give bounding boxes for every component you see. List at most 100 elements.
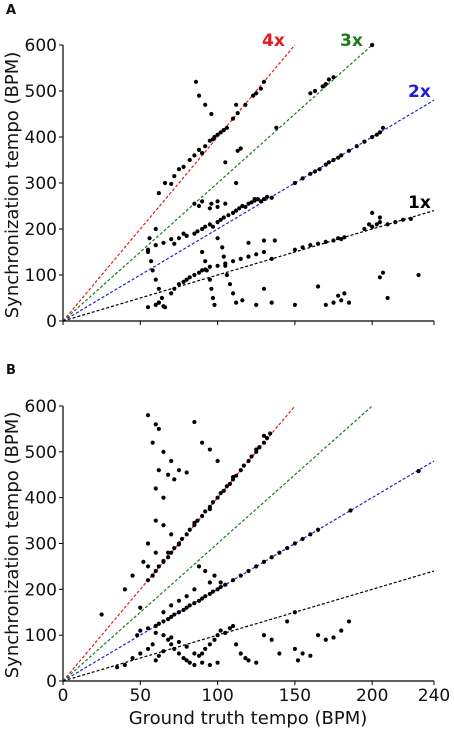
panel-a-data-point <box>227 282 233 287</box>
panel-a-data-point <box>176 236 182 241</box>
panel-b-data-point <box>138 628 143 633</box>
panel-b-data-point <box>169 458 174 464</box>
panel-b-data-point <box>145 646 151 652</box>
panel-a-data-point <box>331 75 336 80</box>
panel-b-data-point <box>218 584 223 590</box>
panel-b-data-point <box>153 518 158 523</box>
panel-a-data-point <box>169 181 174 187</box>
panel-b-data-point <box>172 545 177 551</box>
panel-b-data-point <box>156 653 161 658</box>
panel-b-y-tick-label: 600 <box>25 397 57 417</box>
panel-a-data-point <box>254 91 259 96</box>
panel-b-data-point <box>192 662 197 668</box>
panel-b-data-point <box>161 619 166 624</box>
panel-b-data-point <box>181 607 186 613</box>
panel-b-data-point <box>176 468 182 473</box>
panel-a-data-point <box>331 300 336 305</box>
panel-a-data-point <box>251 93 256 98</box>
panel-a-data-point <box>215 199 220 204</box>
panel-b-data-point <box>230 623 236 629</box>
panel-a-data-point <box>243 102 248 107</box>
panel-a-data-point <box>207 206 212 211</box>
panel-b-data-point <box>215 495 220 500</box>
panel-a-data-point <box>221 128 226 133</box>
panel-a-data-point <box>416 272 421 278</box>
panel-a-data-point <box>230 116 236 121</box>
panel-b-data-point <box>150 440 155 445</box>
panel-a-data-point <box>346 300 352 305</box>
panel-a-data-point <box>377 275 382 280</box>
panel-b-data-point <box>169 532 174 537</box>
panel-b-data-point <box>196 598 202 603</box>
panel-b-data-point <box>195 518 200 523</box>
panel-a-data-point <box>223 201 228 206</box>
panel-a-data-point <box>176 282 182 287</box>
panel-b-data-point <box>207 447 212 452</box>
panel-b-data-point <box>184 658 189 663</box>
panel-a-reference-line-3x <box>62 44 373 322</box>
panel-b-data-point <box>346 619 352 624</box>
panel-b-y-tick-label: 100 <box>25 626 57 646</box>
panel-b-x-axis-title: Ground truth tempo (BPM) <box>129 708 368 729</box>
panel-a-data-point <box>172 286 177 291</box>
panel-a-data-point <box>187 157 192 163</box>
panel-b-data-point <box>227 481 233 487</box>
panel-a-data-point <box>230 210 236 215</box>
panel-a-data-point <box>207 264 212 269</box>
panel-a-data-point <box>181 164 186 169</box>
panel-b-data-point <box>138 651 143 656</box>
panel-b-data-point <box>166 637 171 642</box>
panel-a-data-point <box>224 125 229 130</box>
panel-b-data-point <box>200 440 205 445</box>
panel-a-data-point <box>258 199 263 204</box>
panel-b-data-point <box>254 660 259 665</box>
panel-b-data-point <box>138 605 143 610</box>
panel-b-data-point <box>192 651 197 656</box>
panel-b-data-point <box>161 649 166 654</box>
panel-a-data-point <box>312 88 318 94</box>
panel-b-data-point <box>268 431 273 436</box>
panel-a-data-point <box>393 220 398 225</box>
panel-b-data-point <box>141 559 146 564</box>
panel-a-data-point <box>156 300 161 305</box>
panel-a-data-point <box>218 130 223 135</box>
panel-b-y-tick-label: 0 <box>46 672 57 692</box>
panel-b-data-point <box>176 542 182 547</box>
panel-b-data-point <box>122 662 127 668</box>
panel-a-data-point <box>218 217 223 222</box>
panel-a-data-point <box>261 79 267 84</box>
panel-a-data-point <box>377 220 382 225</box>
panel-b-data-point <box>169 550 174 555</box>
panel-b-data-point <box>192 419 197 425</box>
panel-b-data-point <box>153 486 158 491</box>
panel-a-data-point <box>261 238 267 243</box>
panel-a-data-point <box>153 277 158 282</box>
panel-a-data-point <box>215 236 220 241</box>
panel-b-data-point <box>254 447 259 452</box>
panel-a-data-point <box>315 284 321 289</box>
panel-b-data-point <box>212 637 217 642</box>
panel-a-data-point <box>240 298 245 303</box>
panel-a-data-point <box>192 201 197 206</box>
panel-b-data-point <box>207 662 212 668</box>
panel-b-data-point <box>257 445 262 450</box>
panel-a-data-point <box>204 268 209 273</box>
panel-b-data-point <box>246 568 251 574</box>
panel-b-data-point <box>130 655 135 661</box>
panel-b-data-point <box>153 550 158 555</box>
panel-b-data-point <box>187 527 192 532</box>
panel-b-x-tick-label: 50 <box>129 686 151 706</box>
panel-b-data-point <box>161 449 166 454</box>
panel-a-data-point <box>339 153 344 158</box>
panel-a-data-point <box>370 210 375 215</box>
panel-a-data-point <box>230 291 236 296</box>
panel-a-data-point <box>159 295 165 301</box>
panel-a-data-point <box>156 286 161 291</box>
panel-a-data-point <box>210 224 216 229</box>
panel-a-data-point <box>162 305 168 310</box>
panel-a-data-point <box>366 222 372 227</box>
panel-a-data-point <box>145 249 151 255</box>
panel-b-reference-line-1x <box>62 570 435 682</box>
panel-b-data-point <box>145 413 151 418</box>
panel-a-data-point <box>320 84 325 89</box>
